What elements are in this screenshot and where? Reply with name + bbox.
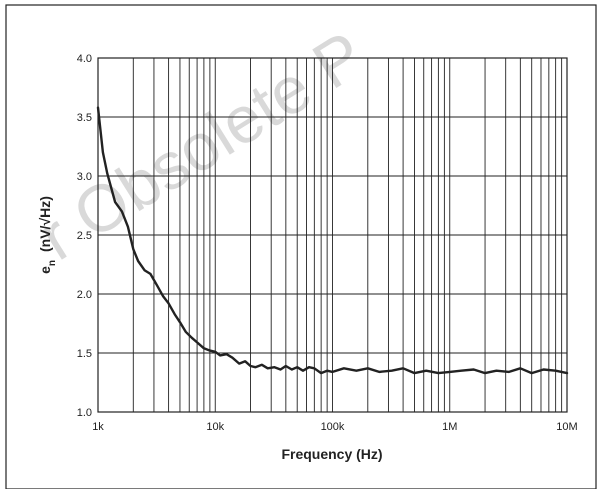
y-tick-label: 2.5 <box>77 230 92 242</box>
y-axis-title-unit: (nV/√Hz) <box>37 196 53 252</box>
x-axis-title: Frequency (Hz) <box>281 446 382 462</box>
x-tick-label: 1k <box>92 421 104 433</box>
x-tick-label: 1M <box>442 421 457 433</box>
y-tick-labels: 1.0 1.5 2.0 2.5 3.0 3.5 4.0 <box>77 53 92 419</box>
y-axis-title-symbol: e <box>37 266 53 274</box>
y-tick-label: 3.5 <box>77 112 92 124</box>
x-tick-labels: 1k 10k 100k 1M 10M <box>92 421 578 433</box>
y-tick-label: 1.5 <box>77 348 92 360</box>
y-axis-title-subscript: n <box>47 260 58 266</box>
noise-series-line <box>96 106 569 375</box>
y-tick-label: 2.0 <box>77 289 92 301</box>
x-tick-label: 10M <box>556 421 577 433</box>
grid-lines <box>97 57 567 413</box>
y-tick-label: 1.0 <box>77 407 92 419</box>
y-axis-title: en (nV/√Hz) <box>37 196 58 274</box>
series-group <box>96 106 569 375</box>
x-tick-label: 100k <box>321 421 345 433</box>
plot-frame <box>97 57 568 413</box>
x-tick-label: 10k <box>206 421 224 433</box>
y-tick-label: 3.0 <box>77 171 92 183</box>
outer-frame <box>5 4 597 489</box>
y-tick-label: 4.0 <box>77 53 92 65</box>
